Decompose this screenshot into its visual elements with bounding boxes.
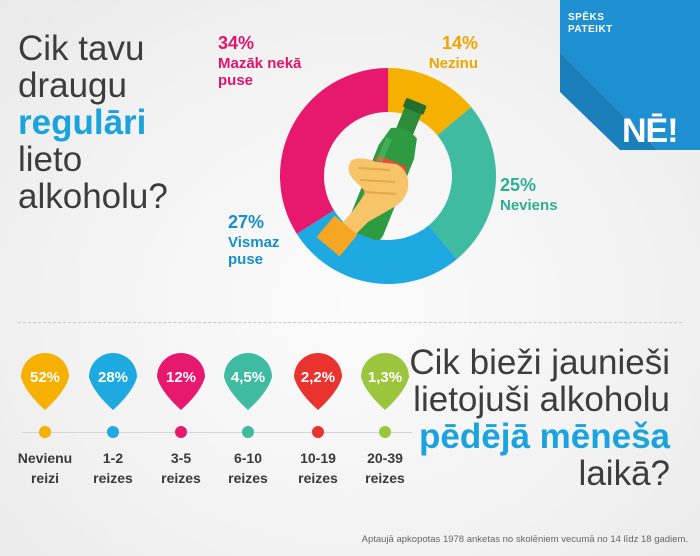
axis-dot	[175, 426, 187, 438]
label-dont-know-text: Nezinu	[428, 55, 478, 72]
q2-line-4: laikā?	[578, 454, 670, 493]
category-label-line: reizes	[93, 470, 133, 486]
question-friends-heading: Cik tavu draugu regulāri lieto alkoholu?	[18, 30, 168, 215]
label-at-least-half-text-2: puse	[228, 251, 264, 268]
q1-line-1: Cik tavu	[18, 29, 145, 68]
frequency-pin: 52%	[21, 353, 69, 438]
frequency-pin: 4,5%	[224, 353, 272, 438]
brand-slogan: SPĒKS PATEIKT	[568, 12, 613, 36]
axis-dot	[312, 426, 324, 438]
donut-slice-neviens	[428, 107, 497, 260]
pin-marker	[224, 353, 272, 410]
category-label-line: 10-19	[300, 450, 336, 466]
category-label-line: reizes	[298, 470, 338, 486]
q1-line-3: regulāri	[18, 103, 147, 142]
brand-line-2: PATEIKT	[568, 24, 613, 35]
question-frequency-heading: Cik bieži jaunieši lietojuši alkoholu pē…	[409, 344, 670, 492]
q2-line-1: Cik bieži jaunieši	[409, 343, 670, 382]
frequency-axis-line	[22, 432, 412, 433]
frequency-pin: 2,2%	[294, 353, 342, 438]
frequency-pin: 28%	[89, 353, 137, 438]
label-at-least-half-text-1: Vismaz	[228, 234, 280, 251]
category-label-line: Nevienu	[17, 450, 73, 466]
frequency-pin: 12%	[157, 353, 205, 438]
pin-marker	[21, 353, 69, 410]
q2-line-2: lietojuši alkoholu	[413, 380, 670, 419]
donut-slice-mazāk-nekā-puse	[280, 68, 388, 234]
q2-line-3: pēdējā mēneša	[419, 417, 670, 456]
frequency-pin: 1,3%	[361, 353, 409, 438]
axis-dot	[379, 426, 391, 438]
frequency-category-label: 10-19 reizes	[283, 448, 353, 488]
donut-slice-nezinu	[388, 68, 472, 136]
category-label-line: reizes	[365, 470, 405, 486]
footnote: Aptaujā apkopotas 1978 anketas no skolēn…	[361, 534, 688, 545]
pin-marker	[157, 353, 205, 410]
label-less-than-half-text-1: Mazāk nekā	[218, 55, 302, 72]
pin-marker	[89, 353, 137, 410]
axis-dot	[242, 426, 254, 438]
axis-dot	[107, 426, 119, 438]
category-label-line: 6-10	[233, 450, 263, 466]
pin-marker	[361, 353, 409, 410]
frequency-category-label: 3-5 reizes	[146, 448, 216, 488]
label-none-pct: 25%	[500, 175, 537, 195]
label-none: 25% Neviens	[500, 175, 558, 214]
q1-line-4: lieto	[18, 140, 83, 179]
section-divider	[18, 322, 682, 323]
brand-line-1: SPĒKS	[568, 12, 605, 23]
pin-value-label: 4,5%	[231, 369, 265, 386]
label-less-than-half-text-2: puse	[218, 72, 254, 89]
frequency-category-label: 1-2 reizes	[78, 448, 148, 488]
category-label-line: 20-39	[367, 450, 403, 466]
label-at-least-half: 27% Vismaz puse	[228, 212, 280, 268]
category-label-line: reizi	[30, 470, 59, 486]
category-label-line: reizes	[161, 470, 201, 486]
brand-logo: NĒ!	[622, 112, 679, 150]
label-at-least-half-pct: 27%	[228, 212, 265, 232]
frequency-category-label: 6-10 reizes	[213, 448, 283, 488]
label-dont-know-pct: 14%	[441, 33, 478, 53]
axis-dot	[39, 426, 51, 438]
category-label-line: 3-5	[170, 450, 192, 466]
label-dont-know: 14% Nezinu	[398, 33, 478, 72]
label-less-than-half-pct: 34%	[218, 33, 255, 53]
pin-value-label: 1,3%	[368, 369, 402, 386]
pin-value-label: 52%	[30, 369, 60, 386]
pin-value-label: 2,2%	[301, 369, 335, 386]
label-less-than-half: 34% Mazāk nekā puse	[218, 33, 302, 89]
frequency-category-label: Nevienu reizi	[10, 448, 80, 488]
pin-marker	[294, 353, 342, 410]
q1-line-2: draugu	[18, 66, 127, 105]
label-none-text: Neviens	[500, 197, 558, 214]
pin-value-label: 28%	[98, 369, 128, 386]
category-label-line: reizes	[228, 470, 268, 486]
category-label-line: 1-2	[102, 450, 124, 466]
frequency-category-label: 20-39 reizes	[350, 448, 420, 488]
pin-value-label: 12%	[166, 369, 196, 386]
q1-line-5: alkoholu?	[18, 177, 168, 216]
